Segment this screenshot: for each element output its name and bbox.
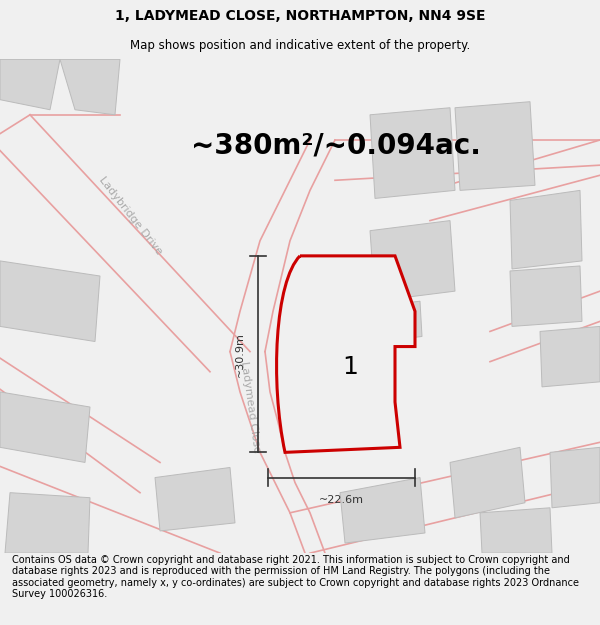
Text: 1: 1 xyxy=(342,355,358,379)
Text: ~22.6m: ~22.6m xyxy=(319,495,364,505)
Polygon shape xyxy=(375,301,422,341)
PathPatch shape xyxy=(277,256,415,452)
Polygon shape xyxy=(510,191,582,269)
Polygon shape xyxy=(5,492,90,553)
Text: ~380m²/~0.094ac.: ~380m²/~0.094ac. xyxy=(191,131,481,159)
Polygon shape xyxy=(455,102,535,191)
Polygon shape xyxy=(370,221,455,301)
Polygon shape xyxy=(0,392,90,462)
Text: Contains OS data © Crown copyright and database right 2021. This information is : Contains OS data © Crown copyright and d… xyxy=(12,554,579,599)
Polygon shape xyxy=(540,326,600,387)
Text: ~30.9m: ~30.9m xyxy=(235,332,245,376)
Polygon shape xyxy=(510,266,582,326)
Polygon shape xyxy=(370,107,455,198)
Polygon shape xyxy=(155,468,235,531)
Polygon shape xyxy=(450,448,525,518)
Polygon shape xyxy=(60,59,120,115)
Text: Map shows position and indicative extent of the property.: Map shows position and indicative extent… xyxy=(130,39,470,52)
Polygon shape xyxy=(340,478,425,543)
Text: 1, LADYMEAD CLOSE, NORTHAMPTON, NN4 9SE: 1, LADYMEAD CLOSE, NORTHAMPTON, NN4 9SE xyxy=(115,9,485,22)
Polygon shape xyxy=(0,261,100,341)
Polygon shape xyxy=(0,59,60,110)
Polygon shape xyxy=(480,508,552,553)
Text: Ladymead Close: Ladymead Close xyxy=(239,361,262,454)
Text: Ladybridge Drive: Ladybridge Drive xyxy=(97,174,163,256)
Polygon shape xyxy=(550,448,600,508)
